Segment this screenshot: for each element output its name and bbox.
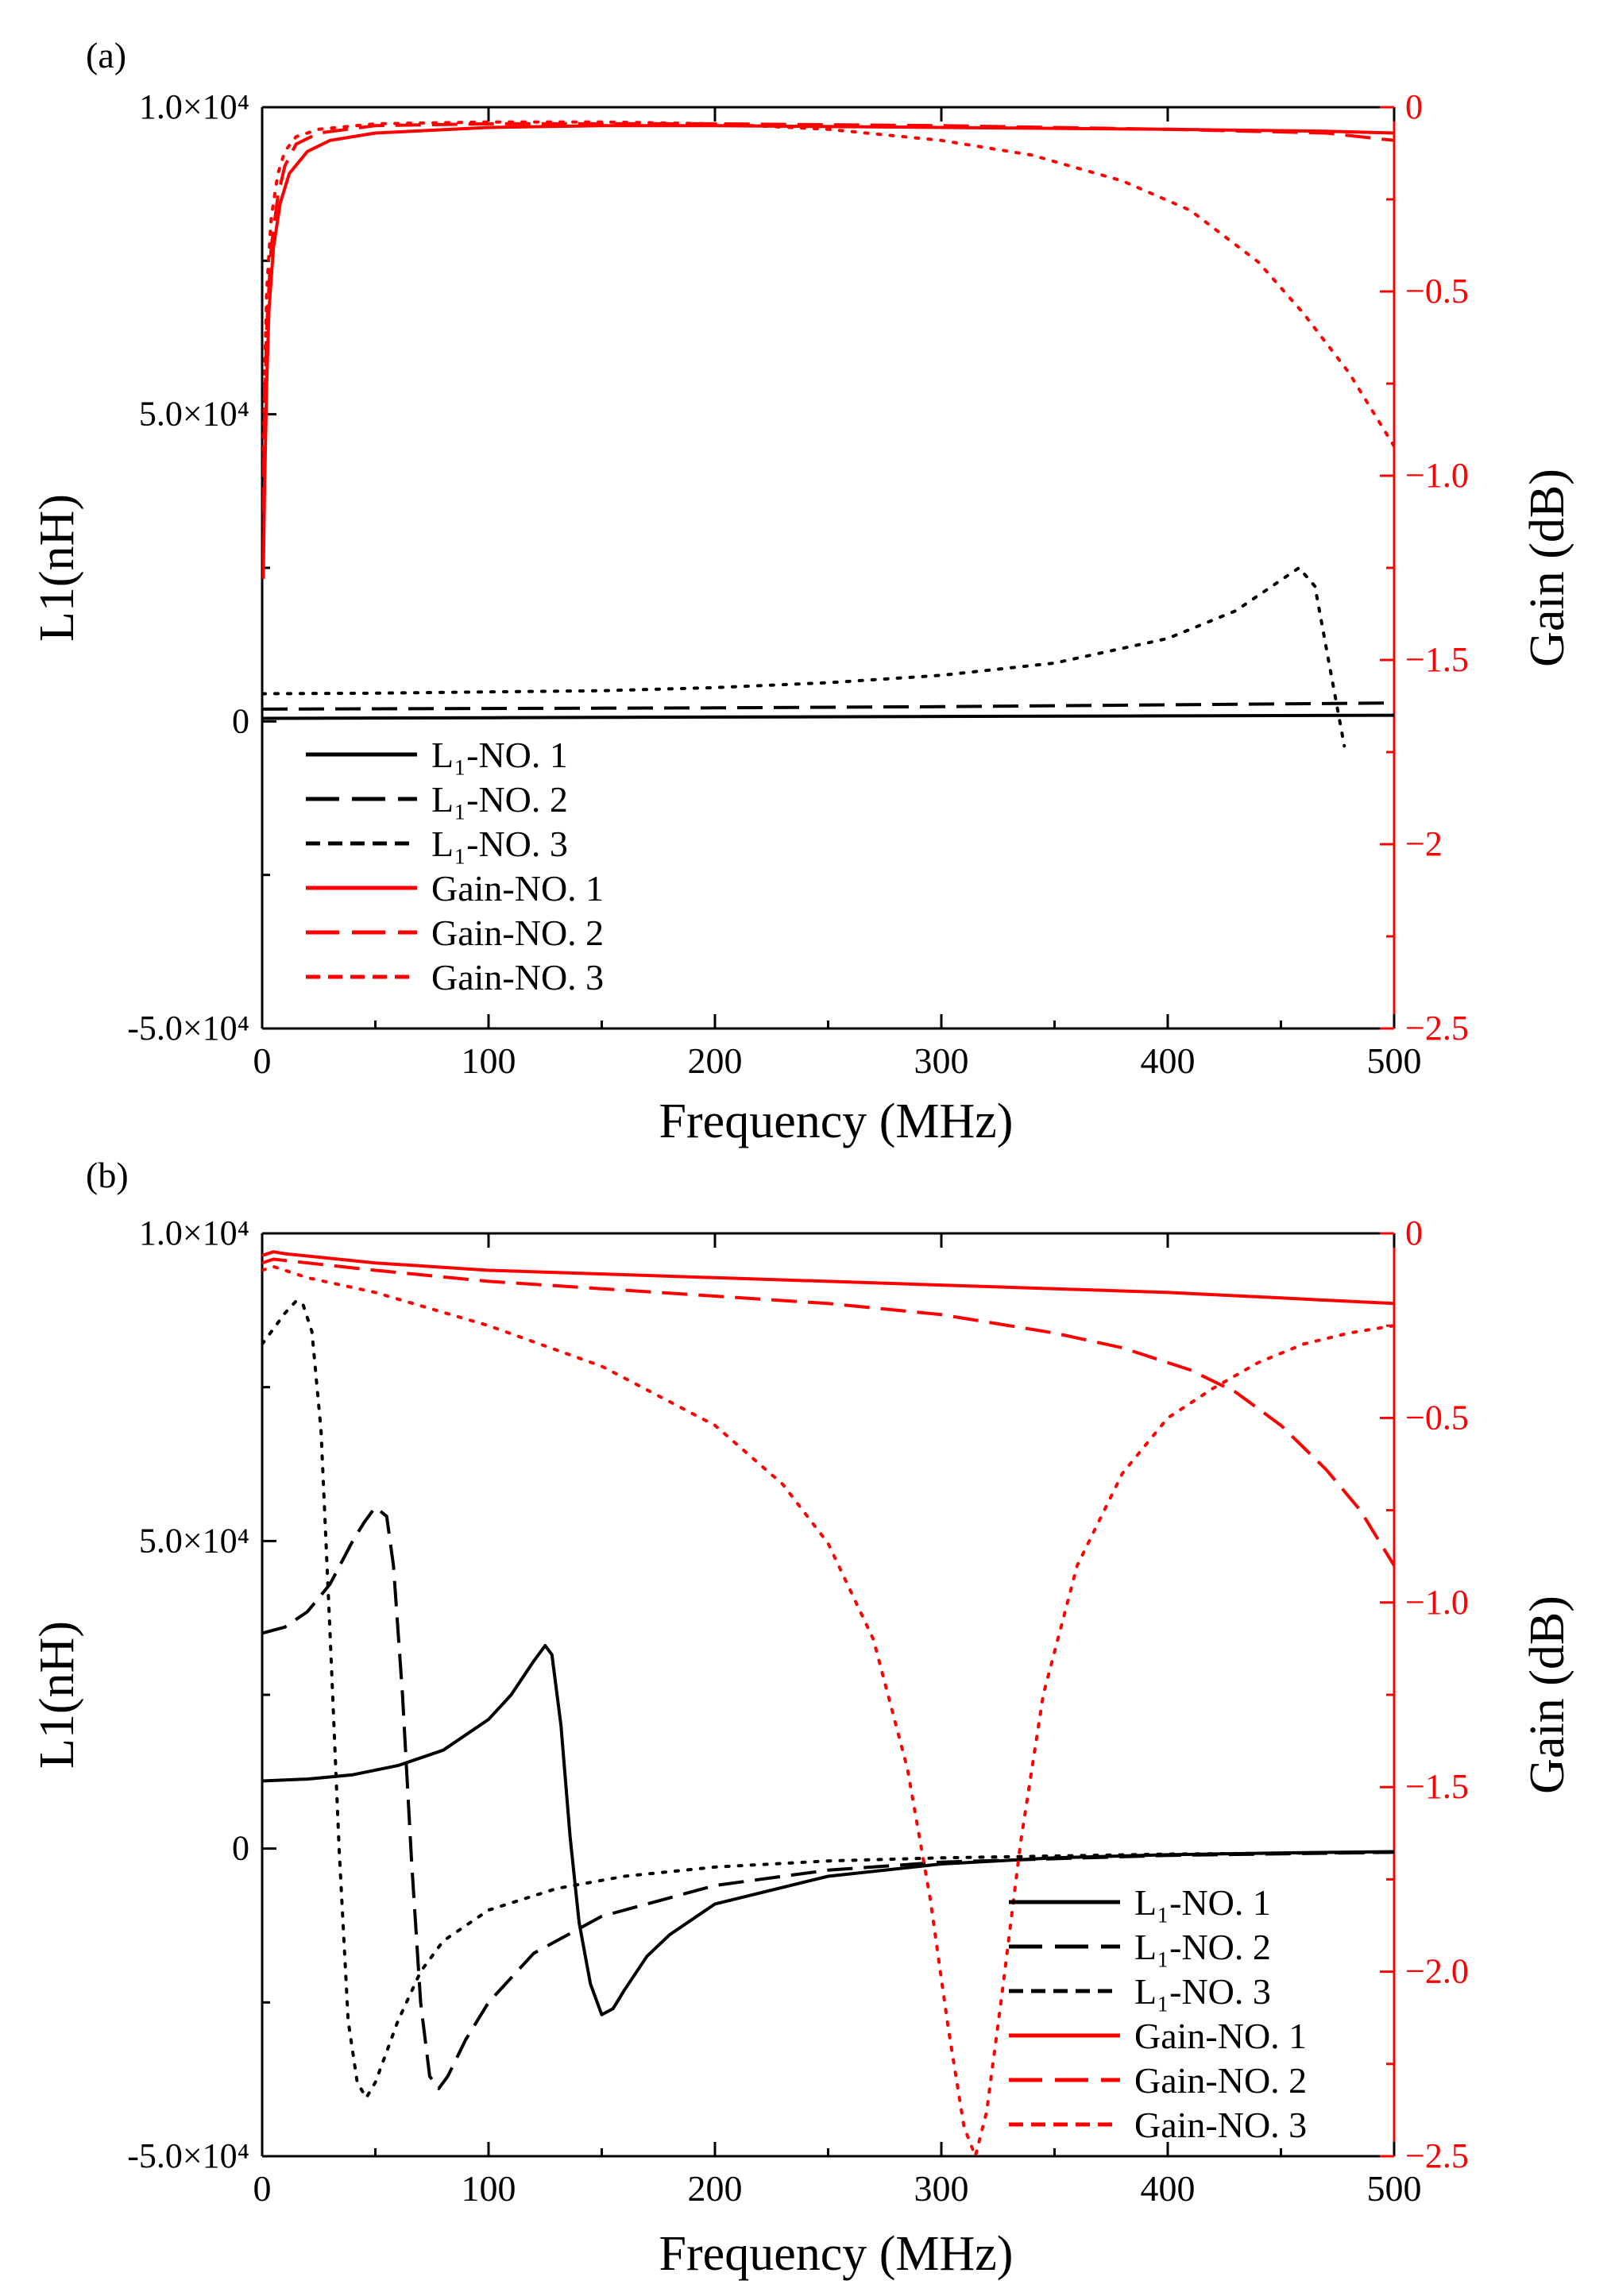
- legend-label-2: L₁-NO. 2: [431, 779, 568, 820]
- series-line-l1-2: [262, 701, 1394, 711]
- y-axis-title-left: L1(nH): [30, 1621, 84, 1769]
- x-tick-label: 100: [462, 1040, 516, 1081]
- y-tick-label-right: −2.0: [1405, 1952, 1469, 1991]
- y-tick-label-left: -5.0×10⁴: [127, 1009, 249, 1048]
- y-axis-title-right: Gain (dB): [1520, 1596, 1574, 1794]
- series-line-l1-3: [262, 1299, 1394, 2100]
- y-tick-label-right: −2: [1405, 824, 1443, 863]
- x-tick-label: 500: [1367, 2168, 1422, 2209]
- x-tick-label: 200: [688, 1040, 743, 1081]
- y-tick-label-left: 0: [232, 1829, 249, 1868]
- series-line-gain-3: [262, 120, 1394, 477]
- series-line-gain-2: [262, 1257, 1394, 1567]
- y-tick-label-right: −0.5: [1405, 1398, 1469, 1437]
- series-line-gain-2: [262, 122, 1394, 513]
- y-tick-label-right: 0: [1405, 1214, 1423, 1252]
- series-group: [262, 120, 1394, 748]
- y-tick-label-left: 0: [232, 701, 249, 740]
- y-axis-title-right: Gain (dB): [1520, 469, 1574, 667]
- legend-label-1: L₁-NO. 1: [431, 735, 568, 775]
- x-tick-label: 200: [688, 2168, 743, 2209]
- x-tick-label: 300: [914, 1040, 969, 1081]
- y-tick-label-right: −0.5: [1405, 272, 1469, 311]
- y-tick-label-right: −1.0: [1405, 1583, 1469, 1622]
- y-tick-label-left: 1.0×10⁴: [139, 87, 249, 126]
- y-tick-label-right: 0: [1405, 87, 1423, 126]
- y-axis-title-left: L1(nH): [30, 494, 84, 642]
- x-axis-title: Frequency (MHz): [659, 1094, 1014, 1148]
- y-tick-label-left: 5.0×10⁴: [139, 1521, 249, 1560]
- series-line-l1-2: [262, 1505, 1394, 2090]
- legend-label-2: L₁-NO. 2: [1134, 1927, 1271, 1967]
- panel-label: (b): [86, 1155, 129, 1195]
- series-group: [262, 1250, 1394, 2158]
- y-tick-label-right: −1.0: [1405, 456, 1469, 495]
- x-tick-label: 400: [1141, 1040, 1196, 1081]
- y-tick-label-left: -5.0×10⁴: [127, 2136, 249, 2175]
- x-tick-label: 100: [462, 2168, 516, 2209]
- legend-label-4: Gain-NO. 1: [431, 868, 604, 909]
- series-line-l1-1: [262, 1644, 1394, 2016]
- legend-label-6: Gain-NO. 3: [1134, 2105, 1307, 2145]
- legend-label-5: Gain-NO. 2: [431, 913, 604, 953]
- legend-label-3: L₁-NO. 3: [1134, 1971, 1271, 2012]
- series-line-gain-3: [262, 1264, 1394, 2158]
- y-tick-label-left: 5.0×10⁴: [139, 395, 249, 434]
- series-line-gain-1: [262, 124, 1394, 579]
- y-tick-label-right: −2.5: [1405, 1009, 1469, 1048]
- legend-label-4: Gain-NO. 1: [1134, 2016, 1307, 2056]
- panel-label: (a): [86, 35, 126, 75]
- series-line-gain-1: [262, 1250, 1394, 1306]
- legend-label-6: Gain-NO. 3: [431, 957, 604, 998]
- x-tick-label: 0: [253, 2168, 272, 2209]
- y-tick-label-right: −1.5: [1405, 1767, 1469, 1806]
- x-tick-label: 300: [914, 2168, 969, 2209]
- y-tick-label-left: 1.0×10⁴: [139, 1214, 249, 1252]
- series-line-l1-1: [262, 713, 1394, 720]
- y-tick-label-right: −1.5: [1405, 640, 1469, 679]
- legend-label-1: L₁-NO. 1: [1134, 1882, 1271, 1923]
- y-tick-label-right: −2.5: [1405, 2136, 1469, 2175]
- x-axis-title: Frequency (MHz): [659, 2227, 1014, 2281]
- x-tick-label: 500: [1367, 1040, 1422, 1081]
- x-tick-label: 400: [1141, 2168, 1196, 2209]
- legend-label-5: Gain-NO. 2: [1134, 2060, 1307, 2101]
- x-tick-label: 0: [253, 1040, 272, 1081]
- legend-label-3: L₁-NO. 3: [431, 824, 568, 864]
